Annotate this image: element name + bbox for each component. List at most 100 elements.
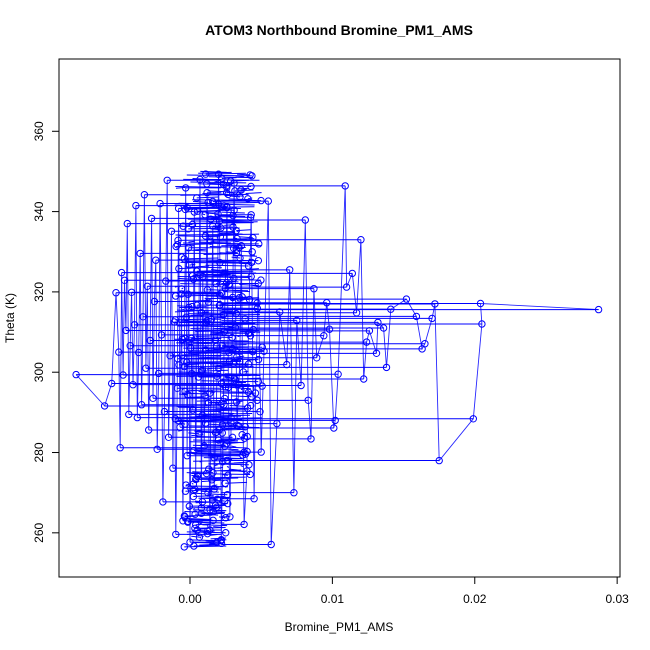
data-point <box>310 285 318 293</box>
y-tick-label: 320 <box>32 282 46 302</box>
data-point <box>219 458 227 466</box>
core-point <box>180 512 189 520</box>
data-point <box>348 269 356 278</box>
data-point <box>156 199 164 208</box>
core-point <box>257 276 265 284</box>
core-segment <box>181 287 184 290</box>
core-segment <box>213 479 230 482</box>
core-point <box>171 292 180 300</box>
core-segment <box>206 505 217 508</box>
core-point <box>216 291 224 299</box>
core-segment <box>233 461 248 464</box>
data-point <box>115 348 123 356</box>
core-segment <box>186 531 226 534</box>
data-point <box>478 320 486 328</box>
core-segment <box>215 428 246 431</box>
core-segment <box>177 270 254 273</box>
core-point <box>179 222 187 230</box>
core-point <box>171 415 180 423</box>
data-point <box>362 338 371 346</box>
core-point <box>256 408 264 416</box>
data-point <box>136 249 144 258</box>
data-point <box>183 452 191 460</box>
core-point <box>208 476 216 484</box>
core-segment <box>239 330 261 333</box>
core-segment <box>201 374 261 377</box>
core-segment <box>214 403 225 406</box>
data-point <box>142 364 150 372</box>
core-segment <box>188 352 257 354</box>
core-point <box>203 286 212 294</box>
core-segment <box>214 464 218 467</box>
data-point <box>286 266 294 274</box>
data-point <box>146 336 154 345</box>
data-point <box>186 538 194 546</box>
data-point <box>240 520 248 529</box>
core-point <box>189 480 198 488</box>
core-point <box>258 382 266 390</box>
data-point <box>126 342 134 350</box>
core-segment <box>181 255 184 258</box>
core-segment <box>185 485 229 488</box>
core-segment <box>202 319 208 322</box>
core-segment <box>180 225 234 228</box>
core-point <box>183 203 191 212</box>
data-point <box>166 352 174 360</box>
core-segment <box>205 212 219 215</box>
core-segment <box>224 329 238 331</box>
core-segment <box>174 310 194 313</box>
core-segment <box>221 211 245 214</box>
core-segment <box>180 283 230 286</box>
core-segment <box>200 490 219 493</box>
core-point <box>206 237 215 245</box>
core-point <box>188 302 196 311</box>
core-segment <box>206 321 237 323</box>
core-point <box>217 536 225 545</box>
data-point <box>169 464 177 472</box>
data-point <box>250 495 258 503</box>
core-segment <box>210 228 222 231</box>
core-segment <box>208 401 219 404</box>
data-point <box>129 381 137 389</box>
data-point <box>260 347 268 355</box>
core-segment <box>207 215 251 218</box>
core-segment <box>202 231 235 233</box>
core-point <box>235 243 243 252</box>
core-point <box>224 190 232 199</box>
core-segment <box>238 236 253 239</box>
core-segment <box>184 257 219 260</box>
core-segment <box>221 231 235 234</box>
core-point <box>245 295 254 304</box>
data-point <box>382 363 391 372</box>
core-segment <box>208 176 254 179</box>
core-point <box>234 422 243 430</box>
core-segment <box>178 235 221 238</box>
core-segment <box>231 445 237 448</box>
core-segment <box>200 325 242 328</box>
core-segment <box>175 294 224 297</box>
data-point <box>137 401 146 409</box>
core-segment <box>228 468 238 471</box>
data-point <box>402 295 411 303</box>
core-segment <box>246 404 251 407</box>
core-segment <box>195 431 223 434</box>
core-point <box>178 351 186 359</box>
core-segment <box>195 541 222 544</box>
data-point <box>145 426 153 434</box>
core-segment <box>206 367 213 370</box>
core-segment <box>208 423 223 426</box>
data-point <box>160 407 169 416</box>
core-segment <box>175 186 186 189</box>
core-segment <box>184 354 229 357</box>
data-point <box>276 308 284 316</box>
data-point <box>173 384 181 392</box>
core-segment <box>196 412 253 415</box>
core-segment <box>175 318 210 321</box>
core-segment <box>199 241 232 244</box>
core-segment <box>204 421 206 424</box>
core-point <box>217 539 226 548</box>
core-point <box>188 271 197 280</box>
core-point <box>173 241 182 249</box>
core-point <box>221 514 230 522</box>
